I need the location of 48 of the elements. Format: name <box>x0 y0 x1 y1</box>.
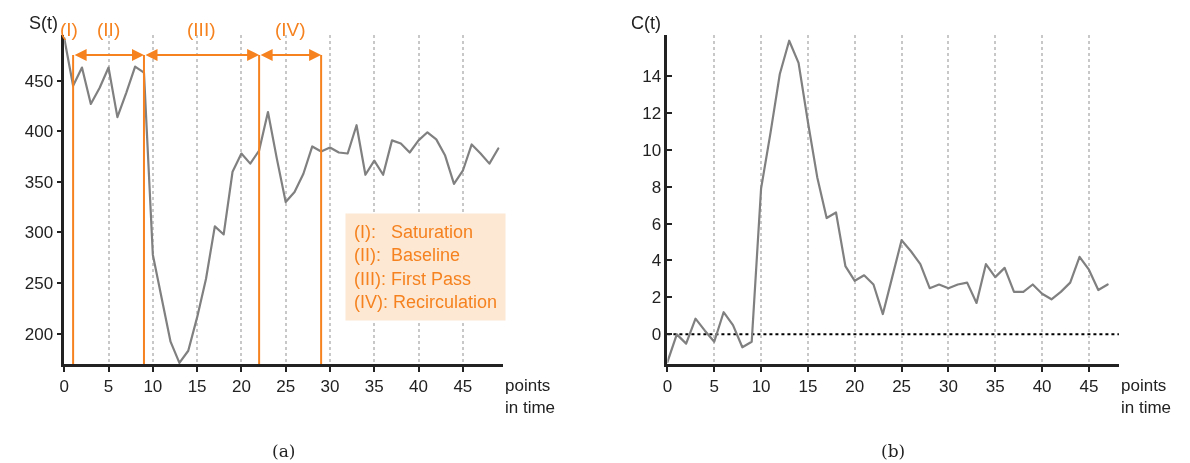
x-tick-label: 5 <box>103 377 114 397</box>
x-tick-label: 35 <box>985 377 1005 397</box>
x-axis-title: points in time <box>1121 376 1172 418</box>
y-axis-title: S(t) <box>29 13 58 33</box>
x-tick-label: 20 <box>845 377 865 397</box>
x-tick-label: 35 <box>364 377 384 397</box>
y-tick-label: 300 <box>24 223 54 243</box>
y-tick-label: 6 <box>651 214 662 234</box>
x-tick-label: 10 <box>751 377 771 397</box>
ref-line-label: (III) <box>187 19 216 40</box>
text: (b) <box>881 441 906 461</box>
x-tick-label: 40 <box>409 377 429 397</box>
y-tick-label: 8 <box>651 177 662 197</box>
ref-line-label: (I) <box>60 19 78 40</box>
annotation: (II): Baseline <box>354 245 461 266</box>
ref-line-label: (II) <box>97 19 121 40</box>
x-tick-label: 25 <box>892 377 912 397</box>
x-tick-label: 30 <box>320 377 340 397</box>
x-tick-label: 15 <box>798 377 818 397</box>
y-tick-label: 450 <box>24 71 54 91</box>
y-tick-label: 10 <box>642 140 662 160</box>
y-tick-label: 4 <box>651 251 662 271</box>
annotation: (I): Saturation <box>354 222 474 242</box>
y-tick-label: 2 <box>651 288 662 308</box>
x-tick-label: 20 <box>231 377 251 397</box>
ref-line-label: (IV) <box>275 19 306 40</box>
x-tick-label: 5 <box>709 377 719 397</box>
x-tick-label: 40 <box>1032 377 1052 397</box>
y-tick-label: 0 <box>651 325 662 345</box>
y-tick-label: 250 <box>24 273 54 293</box>
x-tick-label: 30 <box>938 377 958 397</box>
x-axis-title: points in time <box>505 376 556 418</box>
y-axis-title: C(t) <box>631 13 661 33</box>
y-tick-label: 14 <box>642 66 662 86</box>
x-tick-label: 0 <box>59 377 69 397</box>
text: (a) <box>272 441 296 461</box>
x-tick-label: 45 <box>453 377 473 397</box>
line-series <box>667 39 1109 364</box>
x-tick-label: 10 <box>143 377 163 397</box>
annotation: (IV): Recirculation <box>354 292 498 313</box>
y-tick-label: 350 <box>24 172 54 192</box>
x-tick-label: 25 <box>276 377 296 397</box>
y-tick-label: 400 <box>24 122 54 142</box>
x-tick-label: 45 <box>1079 377 1099 397</box>
annotation: (III): First Pass <box>354 268 471 289</box>
y-tick-label: 12 <box>642 103 662 123</box>
y-tick-label: 200 <box>24 324 54 344</box>
x-tick-label: 15 <box>187 377 207 397</box>
